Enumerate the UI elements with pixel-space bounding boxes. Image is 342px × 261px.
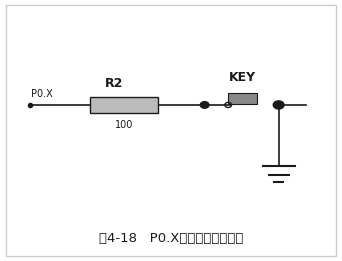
Text: P0.X: P0.X — [31, 88, 53, 99]
Bar — [90, 97, 158, 113]
Text: R2: R2 — [105, 77, 123, 90]
Text: 100: 100 — [115, 120, 133, 130]
Circle shape — [273, 101, 284, 109]
Text: KEY: KEY — [229, 71, 256, 84]
Bar — [232, 103, 273, 107]
Bar — [228, 93, 257, 104]
Text: 图4-18   P0.X与按键的连接电路: 图4-18 P0.X与按键的连接电路 — [99, 233, 243, 245]
Circle shape — [200, 102, 209, 108]
Bar — [90, 97, 158, 113]
